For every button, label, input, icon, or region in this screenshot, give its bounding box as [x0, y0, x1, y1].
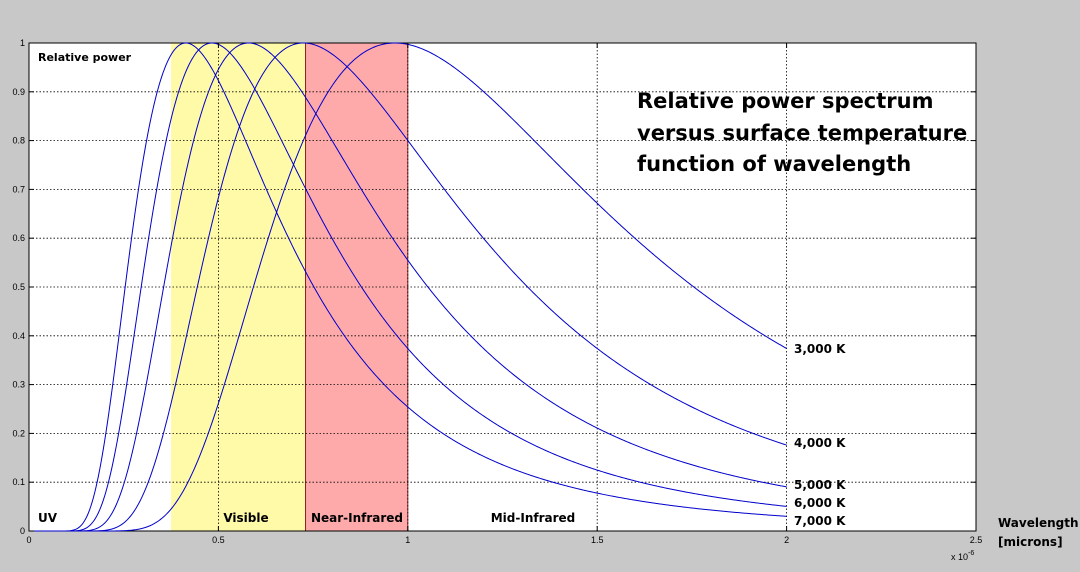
series-label-6000k: 6,000 K: [794, 496, 846, 510]
x-tick-label: 2: [784, 535, 789, 545]
x-tick-label: 1.5: [591, 535, 604, 545]
y-tick-label: 0.3: [12, 380, 25, 390]
x-axis-label-line1: Wavelength: [998, 516, 1079, 530]
series-label-4000k: 4,000 K: [794, 436, 846, 450]
x-tick-label: 0: [26, 535, 31, 545]
y-tick-label: 0.1: [12, 477, 25, 487]
y-tick-label: 0: [20, 526, 25, 536]
series-line-4000k: [29, 42, 787, 532]
series-label-3000k: 3,000 K: [794, 342, 846, 356]
y-tick-label: 0.7: [12, 184, 25, 194]
chart-title-line-3: function of wavelength: [637, 152, 911, 176]
series-label-7000k: 7,000 K: [794, 514, 846, 528]
series-line-5000k: [29, 42, 787, 532]
region-label-2: Near-Infrared: [311, 511, 403, 525]
y-tick-label: 0.2: [12, 428, 25, 438]
region-label-0: UV: [38, 511, 58, 525]
y-axis-label: Relative power: [38, 51, 132, 64]
x-tick-label: 2.5: [970, 535, 983, 545]
x-tick-label: 1: [405, 535, 410, 545]
x-axis-label-line2: [microns]: [998, 535, 1063, 549]
chart-title-line-2: versus surface temperature: [637, 121, 967, 145]
chart-title-line-1: Relative power spectrum: [637, 89, 933, 113]
region-label-3: Mid-Infrared: [491, 511, 576, 525]
series-label-5000k: 5,000 K: [794, 478, 846, 492]
y-tick-label: 0.8: [12, 136, 25, 146]
y-tick-label: 0.5: [12, 282, 25, 292]
y-tick-label: 0.6: [12, 233, 25, 243]
y-tick-label: 0.9: [12, 87, 25, 97]
y-tick-label: 1: [20, 38, 25, 48]
x-scale-multiplier: x 10-6: [951, 550, 974, 562]
y-tick-label: 0.4: [12, 331, 25, 341]
region-label-1: Visible: [223, 511, 268, 525]
series-line-6000k: [29, 42, 787, 532]
series-line-7000k: [29, 42, 787, 532]
x-tick-label: 0.5: [212, 535, 225, 545]
